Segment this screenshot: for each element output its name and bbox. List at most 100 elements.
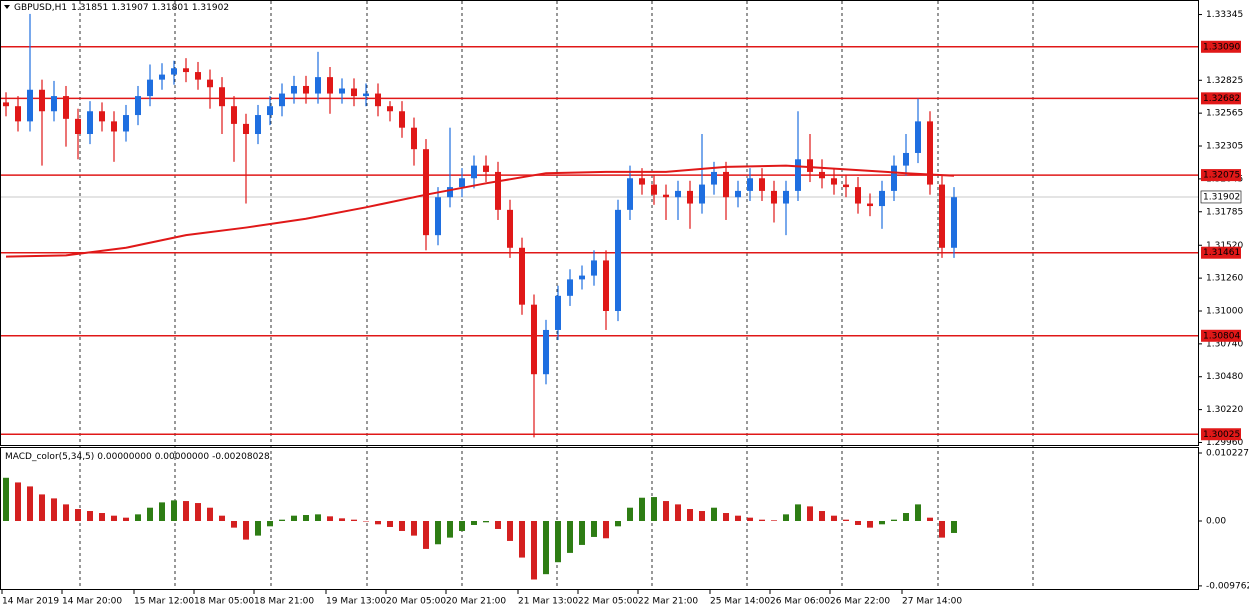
candle-body [531, 304, 537, 375]
candle-body [99, 111, 105, 122]
candle-body [435, 197, 441, 236]
candle-body [915, 121, 921, 153]
macd-bar [771, 520, 777, 521]
candle-body [111, 121, 117, 132]
macd-bar [351, 519, 357, 521]
level-label-bg [1201, 92, 1241, 105]
macd-bar [603, 520, 609, 539]
candle-body [303, 85, 309, 94]
macd-title: MACD_color(5,34,5) [5, 452, 94, 462]
candle-body [255, 115, 261, 135]
candle-body [939, 184, 945, 248]
candle-body [687, 190, 693, 204]
candle-body [903, 152, 909, 166]
macd-header: MACD_color(5,34,5) 0.00000000 0.00000000 -0… [5, 452, 270, 462]
macd-bar [519, 520, 525, 558]
macd-bar [879, 520, 885, 525]
macd-bar [111, 515, 117, 521]
candle-body [195, 72, 201, 80]
candle-body [843, 184, 849, 188]
y-tick-label: 1.33345 [1206, 10, 1243, 20]
macd-bar [339, 518, 345, 521]
candle-body [723, 171, 729, 198]
candle-body [63, 96, 69, 119]
macd-bar [555, 520, 561, 563]
y-tick-label: 1.30220 [1206, 405, 1243, 415]
macd-bar [243, 520, 249, 540]
close-value: 1.31902 [192, 3, 229, 13]
x-tick-label: 27 Mar 14:00 [902, 597, 962, 607]
candle-body [135, 96, 141, 116]
macd-bar [315, 514, 321, 521]
macd-bar [747, 517, 753, 521]
x-tick-label: 14 Mar 2019 [2, 597, 59, 607]
macd-bar [531, 520, 537, 580]
x-tick-label: 26 Mar 22:00 [830, 597, 890, 607]
y-tick-label: 1.31260 [1206, 274, 1243, 284]
candle-body [123, 115, 129, 132]
y-tick-label: 0.0102276 [1206, 449, 1249, 459]
macd-bar [183, 501, 189, 521]
level-label-bg [1201, 428, 1241, 441]
candle-body [795, 159, 801, 191]
current-price-label-bg [1200, 190, 1242, 204]
macd-bar [63, 504, 69, 521]
candle-body [315, 77, 321, 94]
candle-body [183, 68, 189, 73]
candle-body [747, 178, 753, 191]
macd-bar [927, 517, 933, 521]
y-tick-label: 1.29960 [1206, 438, 1243, 448]
macd-bar [291, 515, 297, 521]
macd-bar [723, 513, 729, 521]
candle-body [927, 121, 933, 185]
macd-bar [639, 497, 645, 521]
macd-bar [795, 504, 801, 521]
macd-bar [219, 515, 225, 521]
candle-body [951, 197, 957, 248]
macd-bar [363, 520, 369, 522]
candle-body [339, 88, 345, 94]
y-tick-label: 1.30480 [1206, 372, 1243, 382]
candle-body [855, 187, 861, 204]
macd-bar [759, 519, 765, 521]
macd-bar [51, 498, 57, 521]
x-tick-label: 20 Mar 05:00 [386, 597, 446, 607]
menu-arrow[interactable] [4, 5, 10, 9]
candle-body [27, 89, 33, 122]
candle-body [663, 194, 669, 198]
candle-body [375, 93, 381, 107]
chart-header: GBPUSD,H1 1.31851 1.31907 1.31801 1.31902 [14, 3, 229, 13]
macd-bar [279, 519, 285, 521]
y-tick-label: -0.009762 [1206, 581, 1249, 591]
candle-body [651, 184, 657, 195]
level-label: 1.33090 [1203, 42, 1240, 52]
candle-body [543, 329, 549, 375]
macd-bar [591, 520, 597, 537]
candle-body [891, 165, 897, 191]
y-tick-label: 1.30740 [1206, 339, 1243, 349]
candle-body [243, 123, 249, 135]
candle-body [627, 178, 633, 210]
macd-bar [3, 477, 9, 521]
macd-bar [171, 500, 177, 521]
macd-bar [15, 482, 21, 521]
candle-body [75, 118, 81, 135]
candle-body [447, 187, 453, 198]
level-label: 1.31461 [1203, 248, 1240, 258]
candle-body [831, 178, 837, 185]
macd-bar [255, 520, 261, 536]
macd-value: -0.00208028 [212, 452, 270, 462]
candle-body [699, 184, 705, 204]
macd-bar [915, 504, 921, 521]
macd-bar [855, 520, 861, 525]
candle-body [879, 190, 885, 207]
x-tick-label: 26 Mar 06:00 [770, 597, 830, 607]
x-tick-label: 22 Mar 21:00 [638, 597, 698, 607]
x-tick-label: 19 Mar 13:00 [326, 597, 386, 607]
macd-bar [951, 520, 957, 533]
candle-body [735, 190, 741, 198]
macd-bar [207, 507, 213, 521]
moving-average [5, 164, 955, 258]
